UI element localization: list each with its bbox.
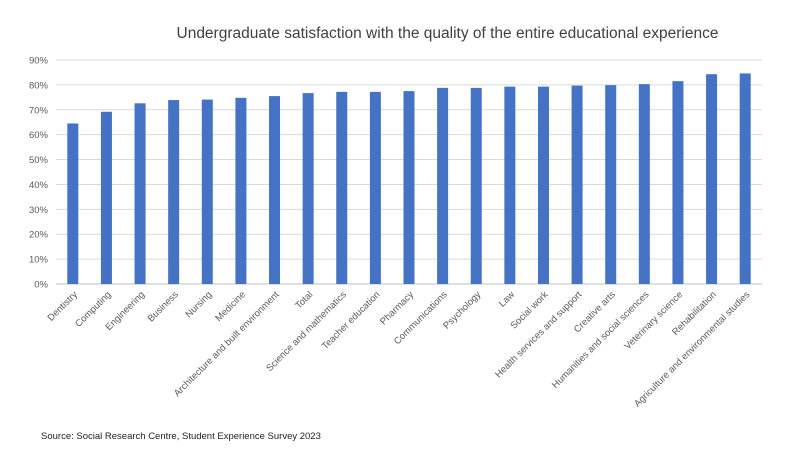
bar (302, 93, 314, 284)
bar (706, 74, 718, 284)
bar (134, 103, 146, 284)
x-tick-label: Veterinary science (622, 289, 685, 352)
y-tick-label: 40% (29, 180, 49, 191)
bar (605, 85, 617, 284)
bar (269, 96, 281, 284)
source-note: Source: Social Research Centre, Student … (41, 431, 321, 442)
bar (571, 85, 583, 284)
y-tick-label: 70% (29, 105, 49, 116)
bar (537, 86, 549, 285)
y-tick-label: 80% (29, 80, 49, 91)
bar (437, 87, 449, 285)
bar (403, 91, 415, 284)
bar (470, 87, 482, 285)
x-tick-label: Nursing (183, 289, 214, 320)
x-tick-label: Total (293, 289, 315, 311)
bar (67, 123, 79, 284)
x-tick-label: Business (146, 289, 181, 324)
bar (235, 97, 247, 284)
y-tick-label: 50% (29, 155, 49, 166)
bar (168, 100, 180, 285)
bar (672, 81, 684, 285)
bar (638, 84, 650, 285)
y-tick-label: 10% (29, 255, 49, 266)
bar (100, 111, 112, 284)
y-tick-label: 90% (29, 56, 49, 67)
y-tick-label: 20% (29, 230, 49, 241)
bar (201, 99, 213, 284)
y-tick-label: 0% (34, 280, 48, 291)
bar (504, 86, 516, 285)
bar (739, 73, 751, 284)
bar (369, 91, 381, 284)
x-tick-label: Medicine (213, 289, 248, 324)
chart-title: Undergraduate satisfaction with the qual… (176, 25, 719, 42)
x-tick-label: Dentistry (46, 289, 80, 323)
y-tick-label: 30% (29, 205, 49, 216)
x-tick-label: Teacher education (320, 289, 383, 352)
y-tick-label: 60% (29, 130, 49, 141)
x-tick-label: Law (497, 289, 517, 309)
bar (336, 91, 348, 284)
